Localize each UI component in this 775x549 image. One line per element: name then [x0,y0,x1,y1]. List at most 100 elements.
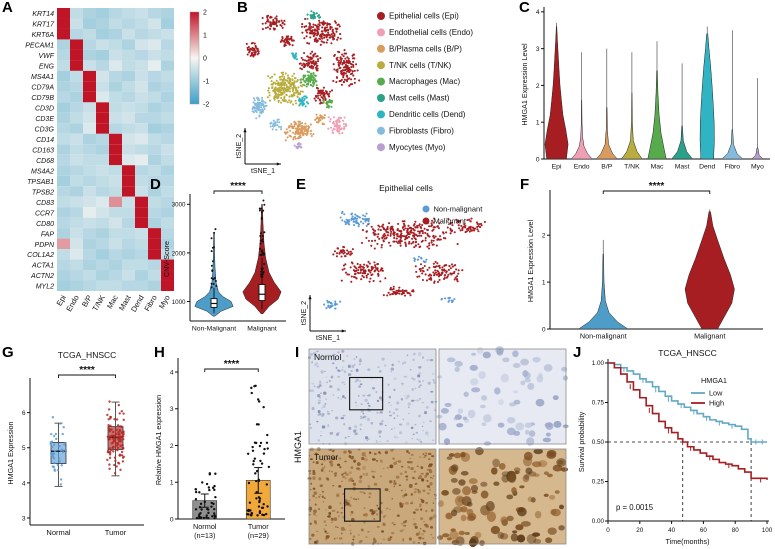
svg-text:CCR7: CCR7 [35,210,55,217]
svg-text:ACTA1: ACTA1 [31,263,54,270]
heatmap-cell [96,154,109,166]
svg-text:PDPN: PDPN [35,242,55,249]
heatmap-cell [109,123,122,134]
heatmap-cell [161,249,174,260]
heatmap-cell [96,249,109,260]
svg-text:CD80: CD80 [36,221,54,228]
heatmap-cell [83,28,96,40]
heatmap-cell [96,91,109,103]
heatmap-cell [57,70,70,82]
panel-i-ihc: I Normol Tumor HMGA1 [293,344,571,549]
heatmap-cell [161,259,174,271]
heatmap-cell [109,112,122,124]
heatmap-cell [70,196,83,208]
heatmap-cell [148,154,161,166]
heatmap-cell [135,186,148,197]
heatmap-cell [135,207,148,218]
heatmap-cell [96,112,109,124]
heatmap-cell [70,228,83,239]
heatmap-cell [135,18,148,29]
heatmap-cell [109,28,122,40]
svg-text:Non-malignant: Non-malignant [580,332,627,341]
heatmap-cell [148,112,161,124]
heatmap-cell [122,238,135,250]
heatmap-cell [148,49,161,61]
svg-text:PECAM1: PECAM1 [25,43,54,50]
heatmap-cell [109,60,122,71]
heatmap-cell [135,154,148,166]
heatmap-cell [161,28,174,40]
svg-text:ENG: ENG [39,64,55,71]
heatmap-cell [57,280,70,291]
heatmap-cell [122,123,135,134]
heatmap-cell [109,8,122,19]
svg-text:(n=29): (n=29) [248,531,269,540]
violin [647,70,667,160]
svg-text:TCGA_HNSCC: TCGA_HNSCC [658,348,717,358]
heatmap-cell [96,39,109,50]
heatmap-cell [109,49,122,61]
heatmap-cell [83,259,96,271]
svg-text:CNV-Score: CNV-Score [162,241,171,277]
heatmap-cell [57,249,70,260]
svg-text:Dend: Dend [699,164,715,171]
panel-a-heatmap: A KRT14 KRT17 KRT6A PECAM1 VWF ENG MS4A1 CD79A C… [0,0,235,345]
svg-text:CD79A: CD79A [31,85,54,92]
heatmap-cell [83,123,96,134]
heatmap-cell [57,259,70,271]
heatmap-cell [70,91,83,103]
heatmap-cell [161,18,174,29]
svg-text:40: 40 [668,527,676,534]
heatmap-cell [122,207,135,218]
heatmap-cell [57,123,70,134]
heatmap-cell [148,238,161,250]
svg-text:TPSB2: TPSB2 [32,189,54,196]
heatmap-cell [148,8,161,19]
violin [671,125,694,160]
heatmap-cell [109,207,122,218]
svg-text:Malignant: Malignant [694,332,725,341]
svg-text:Mast cells (Mast): Mast cells (Mast) [389,94,450,103]
svg-text:0: 0 [536,156,540,163]
heatmap-cell [83,70,96,82]
heatmap-cell [96,196,109,208]
heatmap-cell [57,39,70,50]
svg-text:3: 3 [170,406,174,413]
heatmap-cell [70,133,83,145]
svg-text:HMGA1 Expression Level: HMGA1 Expression Level [520,43,529,126]
svg-text:FAP: FAP [41,231,54,238]
heatmap-cell [57,270,70,281]
svg-text:T/NK cells (T/NK): T/NK cells (T/NK) [389,61,452,70]
heatmap-cell [57,133,70,145]
inner-box [258,284,266,302]
heatmap-cell [109,175,122,187]
heatmap-cell [83,91,96,103]
svg-text:0: 0 [170,516,174,523]
svg-text:Epithelial cells: Epithelial cells [379,183,433,193]
heatmap-cell [122,60,135,71]
svg-text:Epi: Epi [552,164,562,171]
heatmap-cell [57,175,70,187]
heatmap-cell [135,60,148,71]
heatmap-cell [57,154,70,166]
heatmap-cell [161,175,174,187]
legend-dot [377,77,385,86]
heatmap-cell [57,8,70,19]
heatmap-cell [96,259,109,271]
legend-dot [377,44,385,53]
heatmap-cell [109,249,122,260]
panel-b-label: B [237,0,248,16]
heatmap-cell [83,228,96,239]
relative-expression-bar-chart: 0 1 2 3 4 Relative HMGA1 expression Normol(n=1… [154,358,285,540]
svg-text:1.00: 1.00 [592,360,605,367]
panel-d-cnv-violin: D 1000 2000 3000 CNV-Score Non-Malignant Mali… [148,176,294,345]
svg-text:Non-Malignant: Non-Malignant [192,326,236,333]
heatmap-cell [57,207,70,218]
heatmap-cell [70,123,83,134]
svg-text:Malignant: Malignant [434,217,467,226]
panel-i-label: I [295,344,300,361]
heatmap-cell [122,28,135,40]
heatmap-cell [148,102,161,113]
panel-e-epithelial-tsne: E tSNE_2 tSNE_1 Epithelial cells Non-malign… [294,176,518,345]
svg-text:Normol: Normol [193,522,217,531]
